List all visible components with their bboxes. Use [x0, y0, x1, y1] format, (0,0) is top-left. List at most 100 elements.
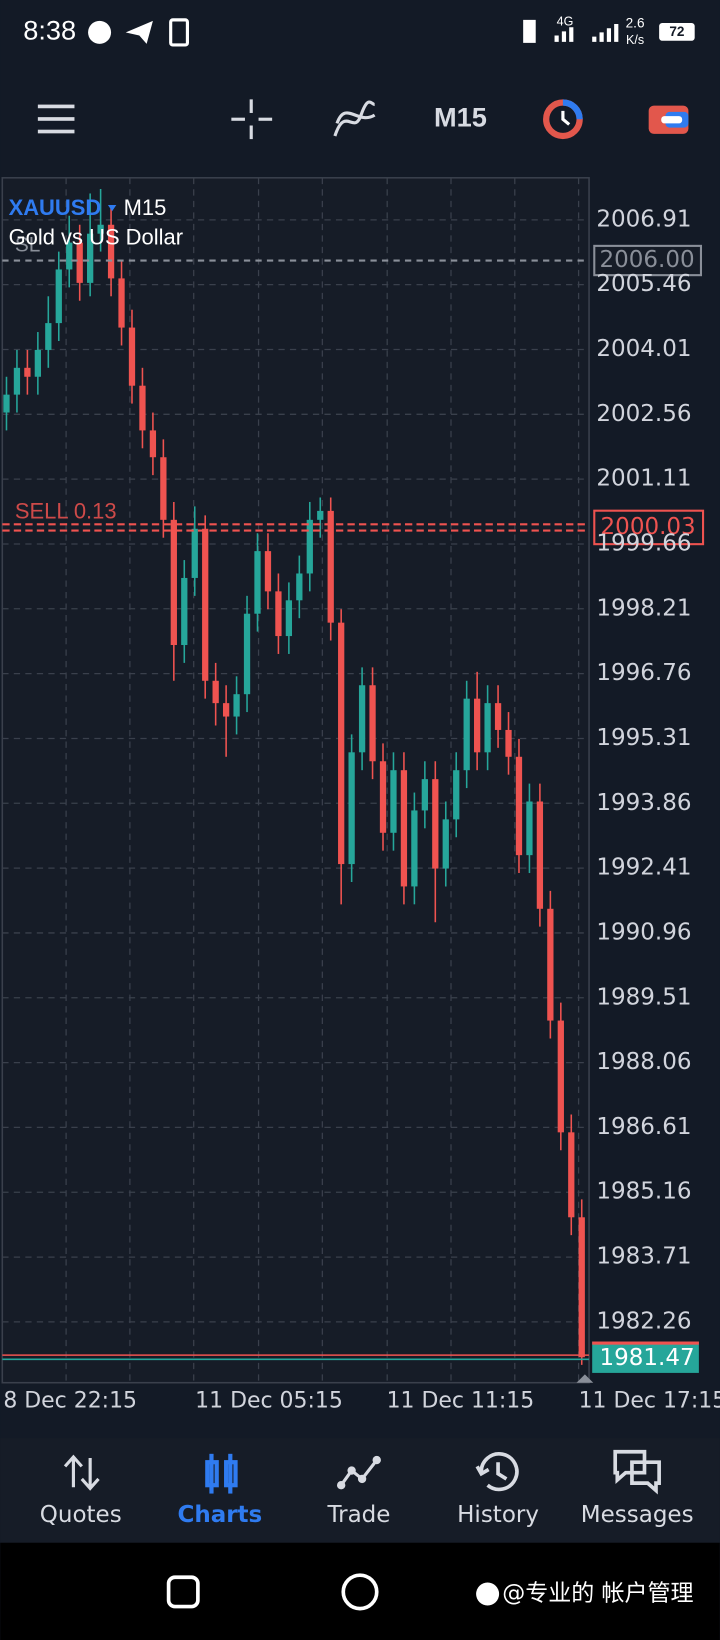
y-tick-label: 1995.31: [596, 725, 691, 751]
menu-bar: [37, 129, 75, 134]
price-tag-label: 2006.00: [600, 247, 695, 273]
candle-body: [3, 394, 10, 413]
candle-body: [45, 323, 52, 350]
price-tag: [592, 1341, 699, 1373]
status-icon: [88, 20, 112, 44]
y-tick-label: 1989.51: [596, 984, 691, 1010]
vertical-grid: [65, 177, 580, 1383]
nav-label[interactable]: Quotes: [40, 1502, 122, 1528]
signal: [554, 27, 574, 42]
objects-button[interactable]: [543, 99, 583, 140]
candle-body: [358, 685, 366, 753]
timeframe-button[interactable]: M15: [434, 101, 487, 132]
candle-body: [34, 349, 41, 377]
candle-body: [578, 1217, 585, 1358]
candle-body: [13, 367, 21, 395]
signal: [592, 24, 619, 42]
candle-body: [338, 622, 345, 865]
menu-bar: [37, 104, 75, 109]
x-tick-label: 11 Dec 17:15: [579, 1389, 720, 1414]
watermark-icon: [476, 1582, 500, 1606]
candle-body: [390, 770, 397, 833]
nav-icons: [63, 1449, 661, 1495]
nav-label[interactable]: Charts: [177, 1502, 262, 1528]
candle-body: [526, 801, 533, 856]
y-tick-label: 1986.61: [596, 1114, 691, 1140]
watermark: @专业的 帐户管理: [502, 1580, 693, 1606]
y-tick-label: 2005.46: [596, 271, 691, 297]
x-tick-label: 11 Dec 05:15: [195, 1389, 343, 1414]
candle-body: [348, 752, 355, 865]
candle-body: [505, 729, 512, 757]
candle-body: [87, 233, 94, 283]
price-tag: [593, 509, 705, 546]
candle-body: [536, 801, 544, 909]
crosshair-button[interactable]: [231, 99, 273, 140]
candle-body: [55, 269, 62, 324]
y-tick-label: 1990.96: [596, 919, 691, 945]
recents-button[interactable]: [166, 1575, 200, 1609]
price-tag-label: 2000.03: [601, 514, 696, 540]
candle-body: [494, 703, 502, 730]
candle-body: [24, 367, 31, 377]
y-tick-label: 1998.21: [596, 595, 691, 621]
candle-body: [66, 242, 73, 270]
candle-body: [463, 698, 470, 771]
candle-body: [170, 519, 177, 646]
current-marker: [576, 1374, 594, 1383]
candle-body: [254, 551, 261, 614]
y-tick-label: 1988.06: [596, 1049, 691, 1075]
candle-body: [285, 600, 293, 637]
candle-body: [191, 528, 198, 578]
candle-body: [296, 573, 303, 601]
candle-body: [484, 703, 491, 753]
candle-body: [149, 430, 157, 458]
status-icon: [523, 19, 536, 43]
battery: [659, 23, 695, 41]
y-tick-label: 2006.91: [596, 206, 691, 232]
candle-body: [547, 908, 554, 1021]
status-icon: [125, 20, 153, 44]
candle-body: [568, 1132, 575, 1218]
nav-label[interactable]: Trade: [326, 1502, 390, 1528]
bottom-nav: [0, 1438, 720, 1543]
candle-body: [139, 385, 146, 431]
menu-bar: [37, 117, 75, 121]
clock: 8:38: [23, 15, 76, 46]
charts-icon: [205, 1453, 238, 1494]
candle-body: [222, 703, 230, 717]
nav-label[interactable]: Messages: [581, 1502, 694, 1528]
candle-body: [181, 577, 188, 646]
x-tick-label: 11 Dec 11:15: [387, 1389, 535, 1414]
order-label: SELL 0.13: [15, 499, 117, 524]
home-button[interactable]: [341, 1573, 379, 1611]
system-nav: [0, 1542, 720, 1640]
quotes-icon: [63, 1454, 100, 1491]
chart-area: [1, 177, 590, 1384]
y-tick-label: 1982.26: [596, 1308, 691, 1334]
messages-icon: [613, 1449, 661, 1495]
candle-body: [160, 457, 167, 520]
menu-button[interactable]: [37, 104, 75, 134]
trade-button[interactable]: [648, 105, 689, 134]
status-icon: [169, 18, 189, 47]
candle-body: [327, 510, 334, 623]
candle-body: [515, 756, 523, 856]
price-tag: [593, 244, 703, 277]
y-tick-label: 1992.41: [596, 855, 691, 881]
candle-body: [306, 519, 313, 574]
candle-body: [442, 819, 449, 869]
y-tick-label: 1983.71: [596, 1244, 691, 1270]
net-speed: 2.6: [626, 16, 645, 31]
candle-body: [453, 770, 460, 820]
y-tick-label: 1993.86: [596, 790, 691, 816]
candle-body: [118, 278, 125, 328]
candle-body: [474, 698, 481, 753]
y-tick-label: 2001.11: [596, 466, 691, 492]
indicators-button[interactable]: [333, 100, 376, 137]
nav-label[interactable]: History: [457, 1502, 539, 1528]
sl-label: SL: [15, 233, 41, 256]
candle-body: [421, 779, 428, 811]
candle-body: [212, 680, 219, 704]
